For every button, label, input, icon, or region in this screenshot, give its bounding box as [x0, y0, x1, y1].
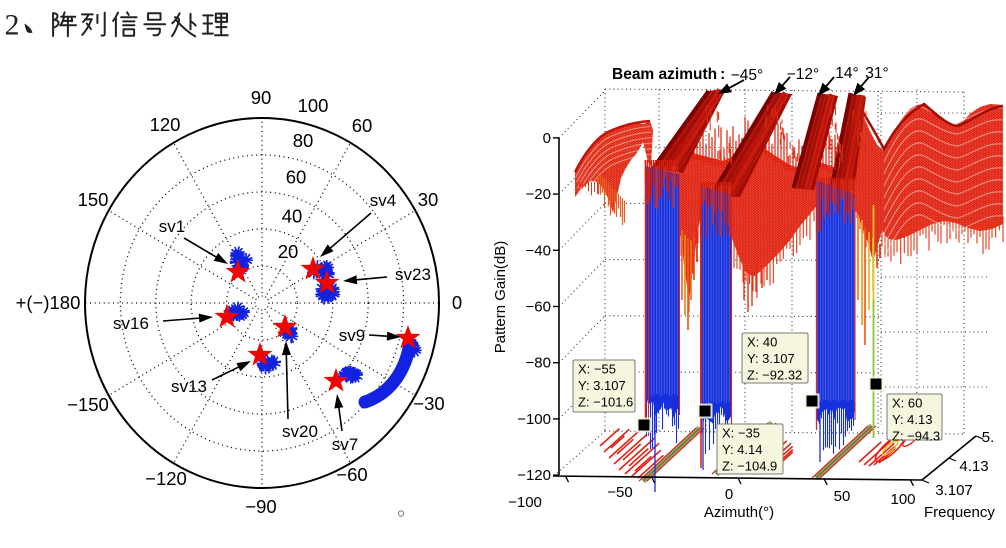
svg-text:sv1: sv1 [159, 217, 185, 236]
svg-text:sv13: sv13 [171, 377, 207, 396]
svg-text:sv7: sv7 [332, 435, 358, 454]
svg-text:100: 100 [298, 95, 329, 116]
svg-text:sv23: sv23 [395, 265, 431, 284]
svg-text:sv9: sv9 [339, 326, 365, 345]
svg-text:−100: −100 [517, 411, 551, 428]
svg-text:+(−)180: +(−)180 [16, 292, 81, 313]
svg-text:X: 40: X: 40 [747, 335, 777, 350]
svg-text:3.107: 3.107 [935, 482, 973, 499]
svg-text:Beam azimuth :: Beam azimuth : [612, 66, 725, 83]
svg-text:Z: −101.6: Z: −101.6 [578, 395, 633, 410]
svg-text:50: 50 [834, 488, 851, 505]
svg-text:Y: 4.13: Y: 4.13 [892, 412, 932, 427]
svg-text:90: 90 [251, 87, 272, 108]
svg-text:40: 40 [282, 206, 303, 227]
svg-text:sv20: sv20 [282, 422, 318, 441]
svg-text:−150: −150 [67, 394, 109, 415]
svg-text:−20: −20 [526, 186, 551, 203]
svg-text:−30: −30 [413, 393, 444, 414]
svg-text:5.: 5. [982, 429, 995, 446]
svg-text:Y: 3.107: Y: 3.107 [747, 351, 795, 366]
svg-text:X: −35: X: −35 [722, 426, 760, 441]
svg-text:−120: −120 [517, 467, 551, 484]
svg-text:−100: −100 [508, 494, 542, 511]
svg-text:150: 150 [78, 189, 109, 210]
svg-text:Pattern Gain(dB): Pattern Gain(dB) [492, 241, 509, 354]
svg-text:−120: −120 [145, 468, 187, 489]
svg-text:31°: 31° [865, 65, 888, 82]
svg-text:sv4: sv4 [370, 191, 396, 210]
svg-text:0: 0 [543, 130, 551, 147]
svg-text:20: 20 [278, 241, 299, 262]
svg-text:−60: −60 [336, 464, 367, 485]
svg-text:4.13: 4.13 [959, 458, 988, 475]
svg-text:−60: −60 [526, 299, 551, 316]
svg-text:0: 0 [452, 292, 462, 313]
svg-text:X: −55: X: −55 [578, 362, 616, 377]
svg-text:60: 60 [286, 167, 307, 188]
svg-text:Z: −104.9: Z: −104.9 [722, 459, 777, 474]
svg-text:2: 2 [5, 9, 20, 42]
svg-text:−45°: −45° [731, 67, 764, 84]
svg-text:X: 60: X: 60 [892, 396, 922, 411]
svg-text:Frequency: Frequency [924, 504, 995, 521]
svg-text:−80: −80 [526, 355, 551, 372]
svg-text:−12°: −12° [787, 66, 820, 83]
svg-text:30: 30 [418, 189, 439, 210]
svg-text:Y: 3.107: Y: 3.107 [578, 378, 626, 393]
svg-text:−40: −40 [526, 242, 551, 259]
svg-text:Z: −94.3: Z: −94.3 [892, 429, 940, 444]
svg-text:−90: −90 [245, 496, 276, 517]
svg-text:0: 0 [725, 486, 733, 503]
svg-text:−50: −50 [607, 484, 632, 501]
svg-text:120: 120 [150, 114, 181, 135]
svg-text:Z: −92.32: Z: −92.32 [747, 368, 802, 383]
svg-text:60: 60 [352, 115, 373, 136]
svg-text:100: 100 [890, 491, 915, 508]
svg-text:14°: 14° [835, 65, 858, 82]
svg-text:80: 80 [293, 130, 314, 151]
svg-text:sv16: sv16 [113, 314, 149, 333]
svg-text:Y: 4.14: Y: 4.14 [722, 442, 762, 457]
svg-text:Azimuth(°): Azimuth(°) [704, 504, 774, 521]
